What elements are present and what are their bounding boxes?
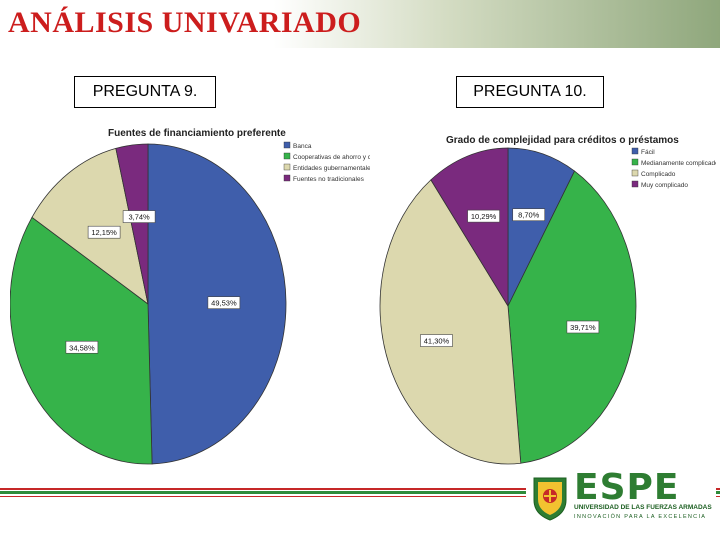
logo-slogan: INNOVACIÓN PARA LA EXCELENCIA <box>574 514 707 520</box>
legend-swatch <box>631 158 639 166</box>
data-label: 39,71% <box>570 323 596 332</box>
pie-slice <box>430 147 509 308</box>
data-label-box <box>512 208 546 222</box>
pie-slice <box>115 143 149 305</box>
university-crest-icon <box>533 477 567 521</box>
legend-entry: Fuentes no tradicionales <box>293 176 365 183</box>
logo-university-name: UNIVERSIDAD DE LAS FUERZAS ARMADAS <box>574 504 712 511</box>
espe-logo: ESPE UNIVERSIDAD DE LAS FUERZAS ARMADAS … <box>526 468 716 526</box>
chart-title: Fuentes de financiamiento preferente <box>108 128 286 139</box>
pie-slice <box>10 216 153 465</box>
chart-title: Grado de complejidad para créditos o pré… <box>446 135 679 146</box>
legend-swatch <box>631 147 639 155</box>
footer-red-thin-line <box>0 496 720 497</box>
data-label-box <box>467 209 500 223</box>
pie-slice <box>507 170 637 464</box>
legend-entry: Fácil <box>641 149 655 156</box>
data-label-box <box>122 210 156 223</box>
data-label-box <box>87 225 121 239</box>
data-label-box <box>420 334 453 347</box>
legend-swatch <box>283 152 291 160</box>
legend-swatch <box>283 174 291 182</box>
legend-entry: Medianamente complicado <box>641 160 716 167</box>
logo-wordmark: ESPE <box>574 467 680 508</box>
legend-entry: Complicado <box>641 171 676 178</box>
question-9-label: PREGUNTA 9. <box>74 76 216 108</box>
legend-entry: Muy complicado <box>641 182 688 189</box>
legend-swatch <box>631 180 639 188</box>
chart-credit-complexity: Grado de complejidad para créditos o pré… <box>379 135 716 465</box>
data-label-box <box>207 296 241 310</box>
legend-entry: Entidades gubernamentales <box>293 165 370 172</box>
legend-swatch <box>631 169 639 177</box>
data-label: 49,53% <box>211 299 237 308</box>
data-label-box <box>566 320 600 334</box>
footer-green-line <box>0 491 720 494</box>
pie-slice <box>379 179 522 465</box>
legend-entry: Banca <box>293 143 312 150</box>
data-label: 12,15% <box>91 228 117 237</box>
data-label: 41,30% <box>424 337 450 346</box>
data-label-box <box>65 340 99 354</box>
data-label: 34,58% <box>69 343 95 352</box>
legend-swatch <box>283 163 291 171</box>
title-band <box>0 0 720 48</box>
data-label: 3,74% <box>128 213 150 222</box>
question-10-label: PREGUNTA 10. <box>456 76 604 108</box>
data-label: 10,29% <box>471 212 497 221</box>
data-label: 8,70% <box>518 211 540 220</box>
slide-title: ANÁLISIS UNIVARIADO <box>8 6 362 39</box>
legend-swatch <box>283 141 291 149</box>
chart-financing-sources: Fuentes de financiamiento preferente 49,5… <box>10 128 370 465</box>
pie-slice <box>507 147 576 307</box>
footer-red-line <box>0 488 720 490</box>
legend-entry: Cooperativas de ahorro y crédito <box>293 154 370 161</box>
